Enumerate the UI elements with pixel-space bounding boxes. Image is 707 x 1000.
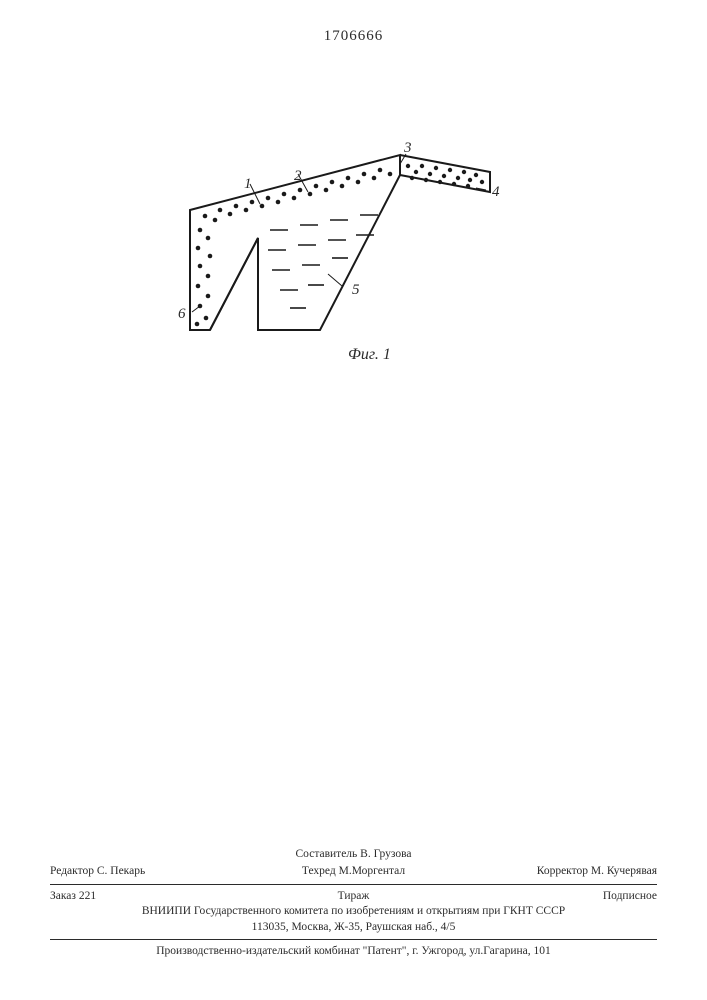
- tirazh-cell: Тираж: [252, 889, 454, 905]
- editor-label: Редактор: [50, 865, 94, 877]
- order-cell: Заказ 221: [50, 889, 252, 905]
- compiler-line: Составитель В. Грузова: [50, 847, 657, 863]
- credits-row: Редактор С. Пекарь Техред М.Моргентал Ко…: [50, 864, 657, 880]
- callout-2: 2: [294, 168, 302, 185]
- callout-1: 1: [244, 176, 252, 193]
- rule-2: [50, 939, 657, 940]
- techred-name: М.Моргентал: [339, 865, 405, 877]
- editor-cell: Редактор С. Пекарь: [50, 864, 255, 880]
- editor-name: С. Пекарь: [97, 865, 145, 877]
- techred-cell: Техред М.Моргентал: [255, 864, 452, 880]
- callout-6: 6: [178, 306, 186, 323]
- techred-label: Техред: [302, 865, 336, 877]
- figure-caption: Фиг. 1: [348, 346, 391, 364]
- org-line: ВНИИПИ Государственного комитета по изоб…: [50, 904, 657, 920]
- order-number: 221: [79, 890, 96, 902]
- order-label: Заказ: [50, 890, 76, 902]
- compiler-label: Составитель: [296, 848, 358, 860]
- figure-svg: [150, 130, 550, 380]
- callout-5: 5: [352, 282, 360, 299]
- page: 1706666: [0, 0, 707, 1000]
- callout-4: 4: [492, 184, 500, 201]
- address-line: 113035, Москва, Ж-35, Раушская наб., 4/5: [50, 920, 657, 936]
- callout-3: 3: [404, 140, 412, 157]
- corrector-label: Корректор: [537, 865, 588, 877]
- corrector-cell: Корректор М. Кучерявая: [452, 864, 657, 880]
- compiler-name: В. Грузова: [360, 848, 411, 860]
- corrector-name: М. Кучерявая: [591, 865, 657, 877]
- colophon: Составитель В. Грузова Редактор С. Пекар…: [50, 847, 657, 960]
- subscription-cell: Подписное: [455, 889, 657, 905]
- rule-1: [50, 884, 657, 885]
- figure-1: [150, 130, 550, 380]
- imprint-line: Производственно-издательский комбинат "П…: [50, 944, 657, 960]
- order-row: Заказ 221 Тираж Подписное: [50, 889, 657, 905]
- patent-number: 1706666: [0, 28, 707, 45]
